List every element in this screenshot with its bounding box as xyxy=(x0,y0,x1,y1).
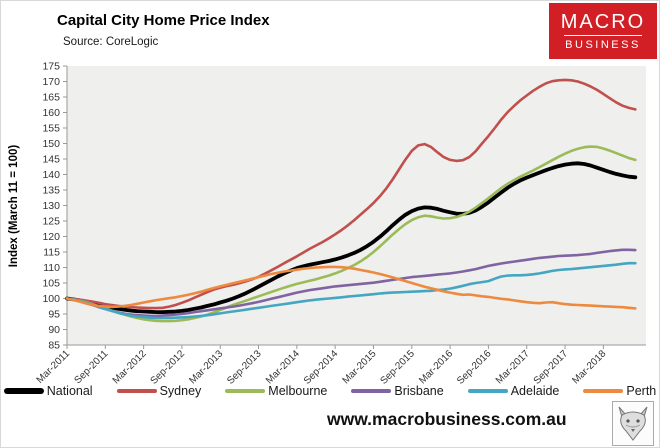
series-line-national xyxy=(65,161,638,314)
y-tick-label: 145 xyxy=(42,154,60,166)
legend-label-perth: Perth xyxy=(626,384,657,398)
source-note: Source: CoreLogic xyxy=(63,36,159,48)
y-tick-label: 140 xyxy=(42,169,60,181)
y-tick-label: 120 xyxy=(42,231,60,243)
series-line-adelaide xyxy=(65,261,637,320)
x-tick-label: Mar-2017 xyxy=(494,348,532,386)
y-tick-label: 100 xyxy=(42,293,60,305)
y-tick-label: 160 xyxy=(42,107,60,119)
x-tick-label: Mar-2013 xyxy=(187,348,225,386)
y-tick-label: 110 xyxy=(43,262,60,274)
series-line-sydney xyxy=(65,78,637,310)
legend-swatch-melbourne xyxy=(225,389,266,393)
series-line-brisbane xyxy=(65,248,637,318)
legend-item-brisbane: Brisbane xyxy=(351,384,444,398)
legend-swatch-brisbane xyxy=(351,389,392,393)
x-tick-label: Mar-2011 xyxy=(35,348,73,386)
x-tick-label: Sep-2013 xyxy=(225,348,264,387)
x-tick-label: Sep-2017 xyxy=(532,348,571,387)
y-tick-label: 95 xyxy=(48,309,60,321)
x-tick-label: Sep-2016 xyxy=(455,348,494,387)
y-tick-label: 90 xyxy=(48,324,60,336)
legend-item-adelaide: Adelaide xyxy=(467,384,560,398)
logo-divider xyxy=(564,35,642,36)
legend-label-melbourne: Melbourne xyxy=(268,384,328,398)
logo-line1: MACRO xyxy=(560,11,646,33)
x-tick-label: Mar-2012 xyxy=(111,348,149,386)
y-tick-label: 150 xyxy=(42,138,60,150)
y-tick-label: 165 xyxy=(42,92,60,104)
wolf-logo-icon xyxy=(612,401,654,446)
legend-label-national: National xyxy=(46,384,93,398)
legend-swatch-national xyxy=(3,388,44,394)
chart-area: 175 170 165 160 155 150 145 140 135 130 125 120 115 1… xyxy=(0,60,660,390)
y-axis: 175 170 165 160 155 150 145 140 135 130 125 120 115 1… xyxy=(42,61,67,352)
legend-item-sydney: Sydney xyxy=(116,384,202,398)
legend-item-melbourne: Melbourne xyxy=(225,384,327,398)
legend-label-adelaide: Adelaide xyxy=(510,384,560,398)
legend-item-national: National xyxy=(3,384,93,398)
page-title: Capital City Home Price Index xyxy=(57,12,270,29)
legend-label-sydney: Sydney xyxy=(159,384,202,398)
website-url: www.macrobusiness.com.au xyxy=(327,409,567,429)
x-tick-label: Mar-2016 xyxy=(417,348,455,386)
y-tick-label: 115 xyxy=(43,247,60,259)
y-tick-label: 125 xyxy=(42,216,60,228)
x-tick-label: Sep-2014 xyxy=(302,348,341,387)
y-tick-label: 175 xyxy=(42,61,60,73)
x-tick-label: Mar-2015 xyxy=(341,348,379,386)
y-axis-title: Index (March 11 = 100) xyxy=(8,144,20,268)
y-tick-label: 130 xyxy=(42,200,60,212)
x-tick-label: Sep-2012 xyxy=(149,348,188,387)
legend-swatch-sydney xyxy=(116,389,157,393)
y-tick-label: 155 xyxy=(42,123,60,135)
x-tick-label: Sep-2015 xyxy=(378,348,417,387)
series-line-melbourne xyxy=(65,145,637,323)
legend-item-perth: Perth xyxy=(583,384,656,398)
x-tick-label: Mar-2018 xyxy=(570,348,608,386)
y-tick-label: 170 xyxy=(42,76,60,88)
x-axis: Mar-2011 Sep-2011 Mar-2012 Sep-2012 Mar-2013… xyxy=(35,345,609,387)
macrobusiness-logo: MACRO BUSINESS xyxy=(549,3,657,59)
legend-label-brisbane: Brisbane xyxy=(394,384,444,398)
x-tick-label: Mar-2014 xyxy=(264,348,302,386)
y-tick-label: 105 xyxy=(42,278,60,290)
logo-line2: BUSINESS xyxy=(565,39,641,51)
y-tick-label: 85 xyxy=(48,340,60,352)
chart-legend: National Sydney Melbourne Brisbane Adela… xyxy=(0,384,660,398)
series-line-perth xyxy=(65,265,637,310)
price-index-chart: 175 170 165 160 155 150 145 140 135 130 125 120 115 1… xyxy=(35,61,646,387)
legend-swatch-perth xyxy=(583,389,624,393)
legend-swatch-adelaide xyxy=(467,389,508,393)
x-tick-label: Sep-2011 xyxy=(73,348,111,386)
y-tick-label: 135 xyxy=(42,185,60,197)
